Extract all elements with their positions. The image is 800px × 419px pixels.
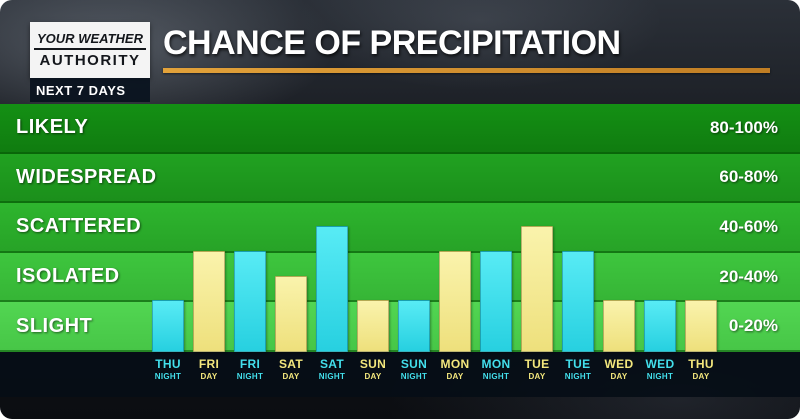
- precip-bar: [439, 251, 471, 352]
- precip-chart: LIKELY 80-100% WIDESPREAD 60-80% SCATTER…: [0, 104, 800, 352]
- band-range: 80-100%: [709, 117, 778, 137]
- x-label-day: THU: [688, 357, 714, 371]
- x-label-period: DAY: [528, 371, 546, 381]
- logo-line-your-weather: YOUR WEATHER: [34, 31, 146, 50]
- x-label: SAT NIGHT: [316, 357, 348, 381]
- x-label-day: SUN: [359, 357, 387, 371]
- x-label-day: MON: [440, 357, 470, 371]
- band-scattered: SCATTERED 40-60%: [0, 203, 800, 253]
- band-range: 40-60%: [719, 216, 778, 236]
- precip-bar: [521, 226, 553, 352]
- precip-bar: [398, 300, 430, 352]
- precip-bar: [234, 251, 266, 352]
- precip-bar: [480, 251, 512, 352]
- x-label-period: DAY: [446, 371, 464, 381]
- x-label: THU DAY: [685, 357, 717, 381]
- x-label-day: WED: [645, 357, 675, 371]
- x-label-day: TUE: [565, 357, 591, 371]
- x-label: SUN DAY: [357, 357, 389, 381]
- band-label: SLIGHT: [16, 314, 93, 337]
- x-label: THU NIGHT: [152, 357, 184, 381]
- x-axis-strip: THU NIGHT FRI DAY FRI NIGHT SAT DAY SAT …: [0, 352, 800, 397]
- x-label-period: NIGHT: [646, 371, 674, 381]
- band-likely: LIKELY 80-100%: [0, 104, 800, 154]
- band-range: 60-80%: [719, 167, 778, 187]
- precip-bar: [603, 300, 635, 352]
- x-label-period: NIGHT: [154, 371, 182, 381]
- x-label: TUE DAY: [521, 357, 553, 381]
- band-label: ISOLATED: [16, 265, 120, 288]
- x-label: MON DAY: [439, 357, 471, 381]
- band-range: 20-40%: [719, 266, 778, 286]
- precip-bar: [644, 300, 676, 352]
- band-label: LIKELY: [16, 116, 89, 139]
- x-label-day: THU: [155, 357, 181, 371]
- precip-bar: [152, 300, 184, 352]
- band-label: WIDESPREAD: [16, 165, 157, 188]
- x-label-day: FRI: [198, 357, 220, 371]
- x-label-period: DAY: [610, 371, 628, 381]
- x-label-period: NIGHT: [400, 371, 428, 381]
- x-label-period: DAY: [692, 371, 710, 381]
- logo-authority-text: AUTHORITY: [39, 52, 141, 69]
- x-label-day: TUE: [524, 357, 550, 371]
- x-label-day: FRI: [239, 357, 261, 371]
- x-label-day: SUN: [400, 357, 428, 371]
- station-logo: YOUR WEATHER AUTHORITY: [30, 22, 150, 78]
- x-label: TUE NIGHT: [562, 357, 594, 381]
- page-title: CHANCE OF PRECIPITATION: [163, 24, 621, 62]
- band-label: SCATTERED: [16, 215, 142, 238]
- x-axis-row: THU NIGHT FRI DAY FRI NIGHT SAT DAY SAT …: [152, 352, 800, 381]
- x-label-period: DAY: [200, 371, 218, 381]
- x-label-period: DAY: [282, 371, 300, 381]
- bars-container: [152, 104, 717, 352]
- precip-bar: [316, 226, 348, 352]
- band-range: 0-20%: [728, 316, 778, 336]
- x-label-day: MON: [481, 357, 511, 371]
- x-label: FRI DAY: [193, 357, 225, 381]
- precip-bar: [562, 251, 594, 352]
- precip-bar: [275, 276, 307, 352]
- x-label: FRI NIGHT: [234, 357, 266, 381]
- precip-bar: [193, 251, 225, 352]
- precip-bar: [685, 300, 717, 352]
- x-label-period: NIGHT: [482, 371, 510, 381]
- x-label-period: NIGHT: [236, 371, 264, 381]
- x-label-day: SAT: [278, 357, 303, 371]
- x-label-day: SAT: [319, 357, 344, 371]
- x-label: WED NIGHT: [644, 357, 676, 381]
- band-widespread: WIDESPREAD 60-80%: [0, 153, 800, 204]
- logo-your-text: YOUR: [37, 31, 75, 46]
- x-label: WED DAY: [603, 357, 635, 381]
- x-label: MON NIGHT: [480, 357, 512, 381]
- x-label-period: NIGHT: [318, 371, 346, 381]
- precip-bar: [357, 300, 389, 352]
- subtitle-next-7-days: NEXT 7 DAYS: [30, 78, 150, 102]
- x-label-period: DAY: [364, 371, 382, 381]
- x-label-period: NIGHT: [564, 371, 592, 381]
- x-label-day: WED: [604, 357, 634, 371]
- title-underline: [163, 68, 770, 73]
- logo-weather-text: WEATHER: [78, 31, 143, 46]
- x-label: SUN NIGHT: [398, 357, 430, 381]
- x-label: SAT DAY: [275, 357, 307, 381]
